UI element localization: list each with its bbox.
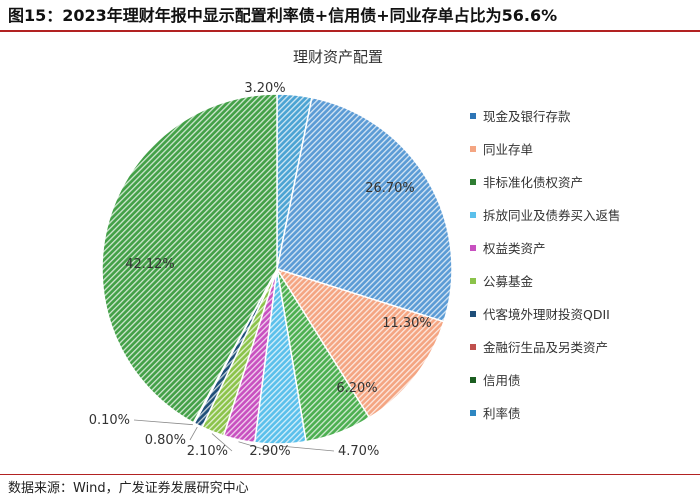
leader-line [133,419,193,426]
source-divider [0,474,700,475]
legend-label: 信用债 [483,373,521,388]
legend-swatch [470,179,476,185]
chart-title: 理财资产配置 [293,48,383,66]
legend-label: 权益类资产 [483,241,546,256]
leader-line [238,441,271,452]
slice-9 [101,93,278,424]
leader-line [189,426,198,441]
legend-swatch [470,113,476,119]
data-label: 42.12% [125,257,175,272]
data-label: 26.70% [365,181,415,196]
legend-swatch [470,245,476,251]
legend-label: 非标准化债权资产 [483,175,583,190]
data-label: 2.10% [187,444,228,459]
pie-chart: 理财资产配置 3.20% 26.70% 11.30% 6.20% 4.70% 2.90% 2… [89,48,621,459]
leader-lines [133,419,335,452]
data-label: 0.80% [145,433,186,448]
legend-swatch [470,212,476,218]
legend-label: 拆放同业及债券买入返售 [483,208,621,223]
slice-1 [276,96,453,323]
data-label: 0.10% [89,413,130,428]
pie-slices [101,93,453,445]
legend-swatch [470,344,476,350]
legend-label: 公募基金 [483,274,534,289]
legend-label: 代客境外理财投资QDII [483,307,610,322]
data-labels: 3.20% 26.70% 11.30% 6.20% 4.70% 2.90% 2.10%0.8… [89,81,432,459]
legend-swatch [470,377,476,383]
data-label: 6.20% [336,381,377,396]
legend-label: 同业存单 [483,142,533,157]
legend-label: 现金及银行存款 [483,109,571,124]
legend-swatch [470,410,476,416]
title-divider [0,30,700,32]
legend-swatch [470,146,476,152]
data-label: 2.90% [249,444,290,459]
legend: 现金及银行存款同业存单非标准化债权资产拆放同业及债券买入返售权益类资产公募基金代… [470,109,621,421]
legend-label: 利率债 [483,406,521,421]
leader-line [211,433,233,452]
data-label: 3.20% [244,81,285,96]
slice-2 [275,267,445,419]
data-label: 11.30% [382,316,432,331]
legend-swatch [470,311,476,317]
data-label: 4.70% [338,444,379,459]
legend-swatch [470,278,476,284]
leader-line [280,445,335,452]
figure-title: 图15：2023年理财年报中显示配置利率债+信用债+同业存单占比为56.6% [8,6,558,25]
source-note: 数据来源：Wind，广发证券发展研究中心 [8,481,249,496]
legend-label: 金融衍生品及另类资产 [483,340,608,355]
